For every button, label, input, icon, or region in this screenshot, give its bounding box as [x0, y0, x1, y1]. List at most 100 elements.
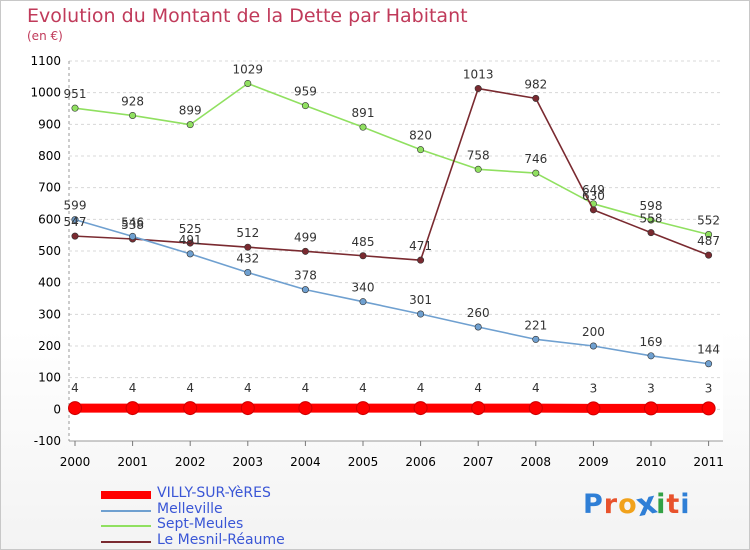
data-label: 487: [697, 234, 720, 248]
series-line-1: [74, 218, 710, 365]
data-label: 899: [179, 104, 202, 118]
data-point: [240, 401, 255, 416]
data-label: 649: [582, 183, 605, 197]
data-label: 4: [359, 381, 367, 395]
data-label: 891: [352, 106, 375, 120]
data-label: 491: [179, 233, 202, 247]
data-point: [589, 342, 597, 350]
data-label: 221: [524, 318, 547, 332]
data-point: [71, 104, 79, 112]
legend-label: Le Mesnil-Réaume: [157, 531, 285, 548]
data-point: [71, 216, 79, 224]
data-label: 301: [409, 293, 432, 307]
data-point: [244, 79, 252, 87]
data-label: 982: [524, 77, 547, 91]
data-point: [647, 229, 655, 237]
data-point: [244, 269, 252, 277]
data-label: 260: [467, 306, 490, 320]
data-point: [71, 232, 79, 240]
legend-swatch: [101, 509, 151, 512]
data-label: 4: [71, 381, 79, 395]
y-tick-label: 200: [38, 339, 61, 353]
x-tick-label: 2010: [636, 455, 667, 469]
data-label: 547: [64, 215, 87, 229]
x-tick-label: 2000: [60, 455, 91, 469]
data-point: [356, 401, 370, 416]
series-line-3: [74, 87, 710, 261]
data-label: 820: [409, 129, 432, 143]
data-point: [474, 85, 482, 93]
data-point: [705, 360, 713, 368]
y-tick-label: 400: [38, 276, 61, 290]
data-point: [474, 165, 482, 173]
data-point: [68, 401, 82, 416]
data-point: [644, 401, 658, 416]
series-line-2: [74, 82, 710, 236]
data-point: [413, 401, 428, 416]
data-point: [359, 123, 367, 131]
data-label: 200: [582, 325, 605, 339]
data-label: 4: [186, 381, 194, 395]
chart-title: Evolution du Montant de la Dette par Hab…: [27, 5, 468, 27]
x-tick-label: 2006: [405, 455, 436, 469]
data-label: 340: [352, 281, 375, 295]
data-label: 4: [532, 381, 540, 395]
x-tick-label: 2002: [175, 455, 206, 469]
data-point: [417, 146, 425, 154]
y-tick-label: 300: [38, 307, 61, 321]
data-label: 599: [64, 199, 87, 213]
data-point: [301, 102, 309, 110]
x-tick-label: 2001: [117, 455, 148, 469]
data-label: 1013: [463, 68, 494, 82]
data-point: [532, 169, 540, 177]
data-label: 4: [302, 381, 310, 395]
y-tick-label: 900: [38, 117, 61, 131]
data-label: 169: [640, 335, 663, 349]
data-label: 4: [417, 381, 425, 395]
data-label: 538: [121, 218, 144, 232]
legend-label: Sept-Meules: [157, 516, 244, 532]
data-point: [301, 286, 309, 294]
chart-subtitle: (en €): [27, 29, 63, 43]
data-label: 546: [121, 215, 144, 229]
data-point: [417, 310, 425, 318]
y-tick-label: 1100: [30, 54, 61, 68]
y-tick-label: 500: [38, 244, 61, 258]
data-label: 3: [590, 381, 598, 395]
data-point: [183, 401, 198, 416]
data-point: [359, 252, 367, 260]
data-point: [417, 256, 425, 264]
data-label: 959: [294, 85, 317, 99]
y-tick-label: 600: [38, 212, 61, 226]
data-label: 525: [179, 222, 202, 236]
data-point: [186, 250, 194, 258]
data-label: 144: [697, 343, 720, 357]
data-point: [532, 94, 540, 102]
data-point: [301, 247, 309, 255]
y-tick-label: 100: [38, 371, 61, 385]
data-label: 1029: [233, 62, 264, 76]
x-tick-label: 2005: [348, 455, 379, 469]
data-label: 630: [582, 189, 605, 203]
data-point: [129, 232, 137, 240]
data-label: 928: [121, 94, 144, 108]
data-label: 558: [640, 212, 663, 226]
data-point: [244, 243, 252, 251]
data-label: 471: [409, 239, 432, 253]
data-label: 3: [647, 381, 655, 395]
data-point: [298, 401, 313, 416]
data-point: [125, 401, 140, 416]
x-tick-label: 2007: [463, 455, 494, 469]
data-point: [186, 239, 194, 247]
data-label: 3: [705, 381, 713, 395]
legend-swatch: [101, 540, 151, 543]
data-point: [186, 121, 194, 129]
data-label: 499: [294, 230, 317, 244]
data-point: [647, 352, 655, 360]
data-label: 512: [236, 226, 259, 240]
x-tick-label: 2011: [693, 455, 724, 469]
data-label: 4: [129, 381, 137, 395]
data-point: [701, 401, 716, 416]
